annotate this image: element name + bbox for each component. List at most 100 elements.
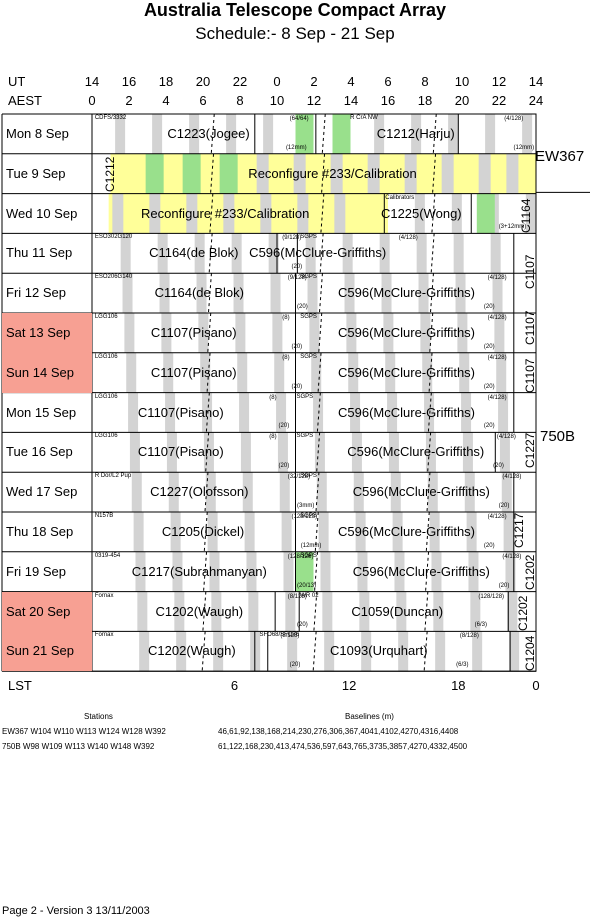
lst-shade-stripe [498,392,509,433]
lst-shade-stripe [525,193,536,234]
lst-shade-stripe [425,432,436,473]
lst-shade-stripe [422,352,433,393]
day-label: Fri 19 Sep [6,563,66,579]
config-note: (8) [282,315,290,321]
program-label: C1217(Subrahmanyan) [131,563,267,579]
program-label: C596(McClure-Griffiths) [337,325,476,340]
lst-shade-stripe [226,114,237,154]
baselines-750b: 61,122,168,230,413,474,536,597,643,765,3… [218,742,468,751]
lst-dashed-line [432,113,437,154]
tick-label: 2 [125,93,133,108]
tick-label: 0 [88,93,96,108]
day-label: Wed 10 Sep [6,205,78,221]
lst-shade-stripe [163,352,174,393]
lst-dashed-line [210,113,215,154]
config-label-750b: 750B [540,428,576,445]
lst-shade-stripe [129,432,140,473]
vertical-program-label: C1164 [519,198,534,234]
lst-shade-stripe [353,472,364,512]
lst-shade-stripe [237,352,248,393]
green-block [295,551,314,592]
band-note: (12mm) [300,542,322,549]
config-label-ew367: EW367 [535,148,585,165]
lst-shade-stripe [287,631,298,672]
lst-shade-stripe [394,551,405,592]
lst-dashed-line [425,511,430,552]
lst-shade-stripe [126,352,137,393]
lst-shade-stripe [348,352,359,393]
band-note: (20) [498,582,510,589]
lst-shade-stripe [276,392,287,433]
lst-dashed-line [207,312,212,353]
lst-shade-stripe [411,114,422,154]
lst-shade-stripe [492,273,503,313]
tick-label: 14 [84,74,100,89]
config-note: (4/128) [504,116,524,122]
lst-dashed-line [429,273,434,314]
band-note: (20) [291,343,303,350]
lst-dashed-line [316,392,321,433]
tick-label: 6 [384,74,392,89]
lst-shade-stripe [374,114,385,154]
tick-label: 10 [269,93,285,108]
lst-shade-stripe [396,591,407,632]
lst-shade-stripe [313,392,324,433]
green-block [182,153,201,194]
band-note: (20/13) [297,582,317,589]
config-note: (9/128) [282,235,302,242]
tick-label: 22 [491,93,507,108]
lst-shade-stripe [461,392,472,433]
lst-shade-stripe [174,591,185,632]
lst-dashed-line [424,591,429,632]
lst-shade-stripe [124,313,135,353]
lst-shade-stripe [213,631,224,672]
lst-shade-stripe [305,233,316,274]
lst-shade-stripe [318,512,329,552]
source-label: SGPS [300,234,317,241]
lst-shade-stripe [459,352,470,393]
config-note: (8/128) [459,633,479,640]
lst-dashed-line [318,273,323,314]
source-label: ESO206G140 [94,274,133,281]
day-label: Sun 14 Sep [2,352,92,393]
baselines-heading: Baselines (m) [345,712,394,721]
lst-dashed-line [314,551,319,592]
lst-tick-label: 0 [532,678,540,693]
config-note: (8) [269,394,277,401]
vertical-program-label: C1204 [523,635,538,672]
band-note: (20) [278,463,290,470]
lst-shade-stripe [433,591,444,632]
lst-shade-stripe [285,591,296,632]
tick-label: 8 [236,93,244,108]
source-label: SFO68/SFO76 [259,632,300,639]
band-note: (20) [278,423,290,430]
tick-label: 20 [195,74,211,89]
lst-shade-stripe [256,153,269,194]
vertical-program-label: C1227 [523,432,538,469]
lst-shade-stripe [149,193,161,234]
page-info: Page 2 - Version 3 13/11/2003 [2,905,150,917]
lst-shade-stripe [355,512,366,552]
program-label: C1227(Olofsson) [150,484,249,500]
lst-shade-stripe [268,233,279,274]
lst-dashed-line [205,432,210,473]
lst-shade-stripe [161,313,172,353]
config-note: (4/128) [487,514,507,520]
lst-shade-stripe [388,432,399,473]
day-label: Mon 15 Sep [6,404,77,420]
lst-shade-stripe [198,313,209,353]
lst-shade-stripe [383,313,394,353]
lst-shade-stripe [128,392,139,433]
lst-shade-stripe [351,432,362,473]
program-label: C596(McClure-Griffiths) [347,444,485,460]
lst-shade-stripe [404,153,417,194]
source-label: SGPS [296,393,314,400]
band-note: (20) [483,383,495,390]
lst-shade-stripe [496,352,507,393]
lst-shade-stripe [357,551,368,592]
lst-shade-stripe [435,631,446,672]
program-label: C1059(Duncan) [351,603,444,619]
lst-tick-label: 18 [451,678,466,693]
day-label: Fri 12 Sep [6,285,66,301]
lst-shade-stripe [240,432,251,473]
